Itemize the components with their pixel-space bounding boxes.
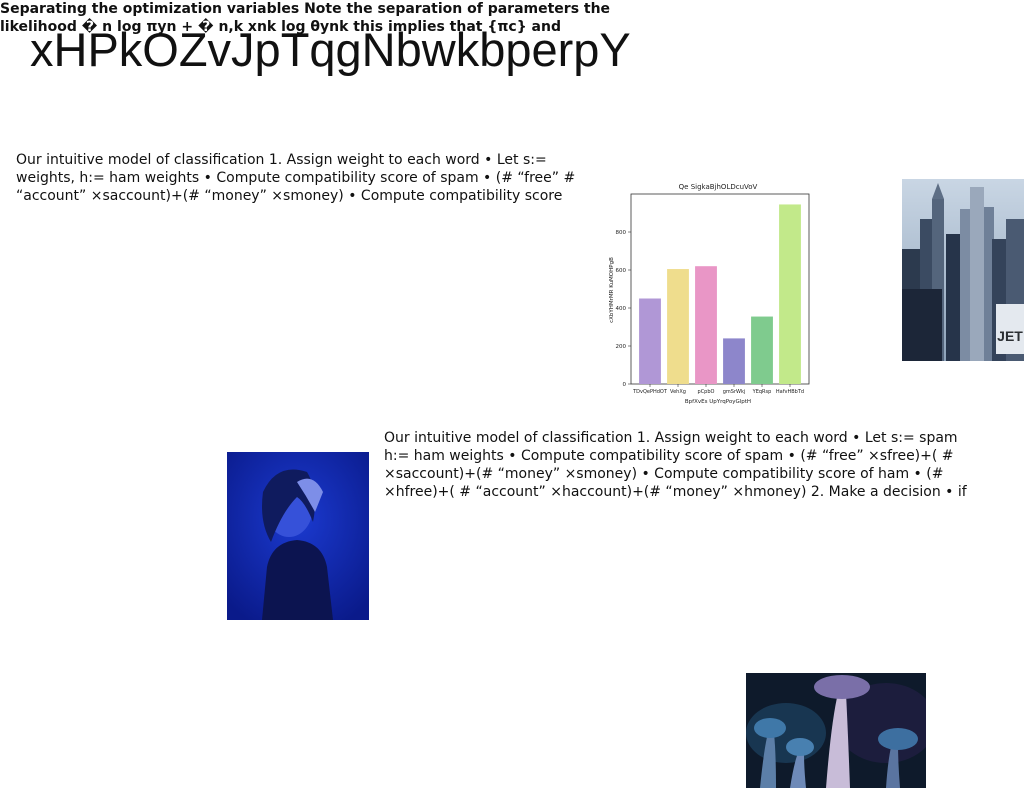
- svg-text:JET: JET: [997, 328, 1023, 344]
- bar-chart-svg: Qe SigkaBjhOLDcuVoV BpfXvEs UpYrqPoyGlpt…: [609, 183, 810, 405]
- y-tick-label: 600: [616, 268, 627, 274]
- bar-1: [667, 269, 689, 384]
- chart-y-axis-label: cXbYHMrMR KuMOHPgB: [609, 257, 615, 323]
- y-tick-label: 800: [616, 230, 627, 236]
- text-block-top: Our intuitive model of classification 1.…: [16, 152, 576, 204]
- text-block-bottom: Separating the optimization variables No…: [0, 1, 611, 35]
- chart-frame: [630, 193, 810, 385]
- chart-title: Qe SigkaBjhOLDcuVoV: [679, 183, 758, 191]
- x-tick-label: gmSrWkj: [723, 389, 746, 395]
- bar-chart: Qe SigkaBjhOLDcuVoV BpfXvEs UpYrqPoyGlpt…: [607, 178, 819, 408]
- x-tick-label: VehXg: [670, 389, 686, 395]
- chart-x-axis-label: BpfXvEs UpYrqPoyGlptH: [685, 399, 751, 405]
- page-title: xHPkOZvJpTqgNbwkbperpY: [30, 23, 631, 76]
- x-tick-label: YEqRsp: [752, 389, 772, 395]
- city-skyline-photo: JET: [902, 179, 1024, 361]
- x-tick-label: pCpbO: [698, 389, 715, 395]
- bar-3: [723, 338, 745, 384]
- bar-4: [751, 316, 773, 384]
- x-tick-label: TDvQePHdOT: [632, 389, 668, 395]
- mushrooms-photo: [746, 673, 926, 788]
- text-block-middle: Our intuitive model of classification 1.…: [384, 430, 967, 500]
- bar-2: [695, 266, 717, 384]
- y-tick-label: 200: [616, 344, 627, 350]
- x-tick-label: HafvHBbTd: [776, 389, 804, 395]
- y-tick-label: 400: [616, 306, 627, 312]
- person-blue-light-photo: [227, 452, 369, 620]
- bar-5: [779, 204, 801, 384]
- y-tick-label: 0: [623, 382, 627, 388]
- bar-0: [639, 298, 661, 384]
